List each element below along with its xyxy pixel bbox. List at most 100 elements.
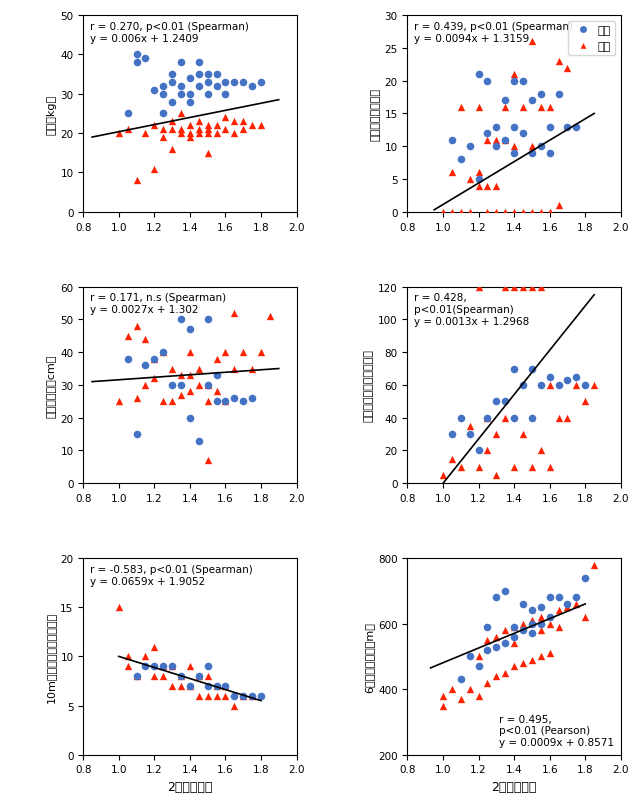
- Point: [211, 80, 221, 93]
- Point: [572, 371, 582, 384]
- Point: [589, 379, 599, 392]
- Point: [238, 76, 248, 89]
- Point: [131, 175, 141, 188]
- Point: [140, 360, 150, 373]
- Point: [527, 363, 537, 376]
- Text: r = 0.439, p<0.01 (Spearman)
y = 0.0094x + 1.3159: r = 0.439, p<0.01 (Spearman) y = 0.0094x…: [414, 22, 573, 43]
- Point: [545, 611, 555, 624]
- Point: [465, 173, 475, 186]
- Point: [194, 124, 204, 137]
- Point: [492, 469, 502, 482]
- Point: [194, 57, 204, 70]
- Y-axis label: 握力（kg）: 握力（kg）: [46, 94, 56, 134]
- Point: [500, 95, 510, 108]
- Point: [545, 618, 555, 630]
- Point: [176, 679, 186, 692]
- Point: [220, 679, 230, 692]
- Point: [563, 121, 573, 134]
- Point: [500, 134, 510, 147]
- X-axis label: 2ステップ値: 2ステップ値: [492, 780, 537, 793]
- Point: [554, 55, 564, 68]
- Point: [527, 206, 537, 219]
- Point: [229, 307, 239, 320]
- Point: [238, 346, 248, 359]
- Point: [194, 379, 204, 392]
- Point: [474, 173, 484, 186]
- Point: [492, 206, 502, 219]
- Point: [158, 346, 168, 359]
- Point: [500, 134, 510, 147]
- Point: [229, 699, 239, 712]
- Point: [114, 128, 124, 141]
- Point: [492, 630, 502, 643]
- Point: [238, 116, 248, 128]
- Point: [527, 627, 537, 640]
- Point: [185, 369, 195, 382]
- Point: [536, 624, 546, 637]
- Point: [474, 101, 484, 114]
- Point: [194, 80, 204, 93]
- Point: [247, 690, 257, 703]
- Point: [247, 690, 257, 703]
- Point: [536, 650, 546, 663]
- Point: [500, 101, 510, 114]
- Point: [158, 395, 168, 408]
- Point: [492, 670, 502, 683]
- Point: [185, 324, 195, 336]
- Point: [140, 379, 150, 392]
- Y-axis label: 長座体前屈（cm）: 長座体前屈（cm）: [46, 354, 56, 417]
- Point: [167, 660, 177, 673]
- Point: [149, 353, 159, 365]
- Point: [465, 650, 475, 663]
- Point: [483, 128, 493, 141]
- Point: [545, 461, 555, 474]
- Point: [536, 611, 546, 624]
- Point: [500, 281, 510, 294]
- Text: r = -0.583, p<0.01 (Spearman)
y = 0.0659x + 1.9052: r = -0.583, p<0.01 (Spearman) y = 0.0659…: [90, 565, 252, 586]
- Point: [229, 363, 239, 376]
- Point: [167, 395, 177, 408]
- Point: [447, 167, 457, 180]
- Point: [563, 412, 573, 425]
- Point: [483, 180, 493, 193]
- Point: [527, 618, 537, 630]
- Point: [509, 75, 519, 88]
- Point: [492, 121, 502, 134]
- Point: [149, 373, 159, 385]
- Point: [211, 385, 221, 398]
- Point: [194, 116, 204, 128]
- Point: [202, 313, 212, 326]
- Point: [563, 374, 573, 387]
- Point: [176, 313, 186, 326]
- Point: [474, 68, 484, 81]
- Point: [202, 124, 212, 137]
- Point: [158, 132, 168, 145]
- Point: [518, 618, 528, 630]
- Point: [536, 101, 546, 114]
- Point: [211, 120, 221, 132]
- Point: [149, 84, 159, 97]
- Point: [194, 68, 204, 81]
- Point: [509, 281, 519, 294]
- Point: [220, 346, 230, 359]
- Point: [465, 428, 475, 441]
- Point: [536, 281, 546, 294]
- Point: [211, 679, 221, 692]
- Point: [202, 76, 212, 89]
- Point: [509, 461, 519, 474]
- Point: [465, 683, 475, 695]
- Point: [158, 670, 168, 683]
- X-axis label: 2ステップ値: 2ステップ値: [167, 780, 212, 793]
- Point: [220, 112, 230, 124]
- Point: [518, 128, 528, 141]
- Point: [438, 699, 448, 712]
- Point: [580, 572, 590, 585]
- Point: [527, 281, 537, 294]
- Point: [545, 147, 555, 160]
- Point: [211, 395, 221, 408]
- Point: [229, 392, 239, 405]
- Point: [122, 124, 132, 137]
- Point: [483, 412, 493, 425]
- Point: [563, 597, 573, 610]
- Point: [149, 640, 159, 653]
